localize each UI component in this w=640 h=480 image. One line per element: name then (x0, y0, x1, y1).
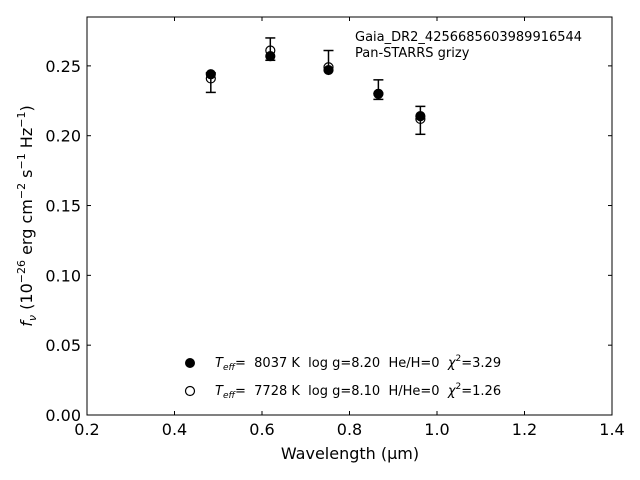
annotation-line-2: Pan-STARRS grizy (355, 46, 470, 61)
y-tick-label: 0.15 (45, 197, 81, 216)
x-tick-label: 0.6 (249, 420, 274, 439)
legend: Teff= 8037 K log g=8.20 He/H=0 χ2=3.29 T… (184, 354, 501, 401)
legend-entry-1: Teff= 8037 K log g=8.20 He/H=0 χ2=3.29 (215, 354, 501, 373)
annotation-line-1: Gaia_DR2_4256685603989916544 (355, 30, 582, 45)
x-tick-label: 0.2 (74, 420, 99, 439)
model-point-open (205, 73, 216, 84)
legend-marker-filled (185, 358, 195, 368)
x-tick-label: 0.8 (337, 420, 362, 439)
model-markers (205, 45, 426, 125)
y-tick-label: 0.25 (45, 57, 81, 76)
x-axis-label: Wavelength (μm) (281, 444, 419, 463)
legend-marker-open (184, 385, 196, 397)
y-tick-label: 0.00 (45, 406, 81, 425)
model-point-filled (265, 51, 276, 62)
x-tick-label: 1.0 (424, 420, 449, 439)
y-axis-label: fν (10−26 erg cm−2 s−1 Hz−1) (15, 105, 39, 326)
x-tick-label: 1.4 (599, 420, 624, 439)
model-point-filled (323, 64, 334, 76)
model-point-open (265, 45, 276, 56)
axis-ticks: 0.2 0.4 0.6 0.8 1.0 1.2 1.4 0.00 0.05 0.10 0.15 0.2… (45, 17, 625, 439)
model-point-filled (415, 111, 426, 122)
x-tick-label: 1.2 (512, 420, 537, 439)
y-tick-label: 0.10 (45, 266, 81, 285)
legend-entry-2: Teff= 7728 K log g=8.10 H/He=0 χ2=1.26 (215, 382, 501, 401)
model-point-open (373, 88, 384, 99)
model-point-open (415, 113, 426, 125)
x-tick-label: 0.4 (162, 420, 187, 439)
y-tick-label: 0.20 (45, 127, 81, 146)
model-point-open (323, 62, 334, 73)
y-tick-label: 0.05 (45, 336, 81, 355)
